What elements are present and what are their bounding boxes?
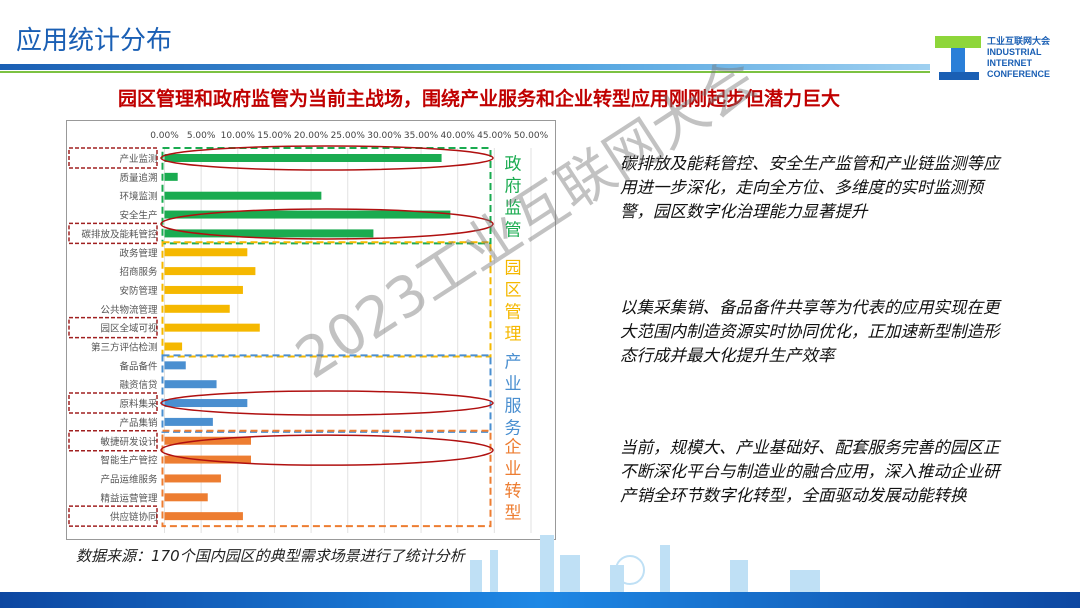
group-label: 管	[505, 302, 522, 322]
group-label: 业	[505, 459, 522, 479]
x-tick-label: 30.00%	[367, 131, 402, 141]
group-label: 府	[505, 177, 522, 197]
title-underline-accent	[0, 71, 930, 73]
logo-t-icon	[935, 36, 981, 80]
logo-cn: 工业互联网大会	[987, 36, 1051, 46]
category-label: 智能生产管控	[100, 455, 158, 467]
group-label: 务	[505, 419, 522, 439]
category-label: 安全生产	[119, 210, 157, 222]
logo-en1: INDUSTRIAL	[987, 47, 1042, 57]
highlight-box	[68, 222, 158, 245]
x-tick-label: 15.00%	[257, 131, 292, 141]
bar	[164, 455, 251, 464]
group-box	[161, 429, 492, 528]
bar	[164, 172, 178, 181]
group-label: 理	[505, 324, 522, 344]
highlight-ellipse	[160, 208, 494, 240]
group-label: 企	[505, 437, 522, 457]
group-box	[161, 354, 492, 433]
x-tick-label: 0.00%	[150, 131, 179, 141]
bar-chart: 0.00% 5.00% 10.00% 15.00% 20.00% 25.00% 30.00%…	[68, 131, 549, 533]
bar	[164, 210, 451, 219]
x-tick-label: 45.00%	[477, 131, 512, 141]
category-label: 备品备件	[119, 360, 158, 372]
logo-en3: CONFERENCE	[987, 69, 1051, 79]
bar	[164, 229, 374, 238]
group-label: 区	[505, 280, 522, 300]
conference-logo: 工业互联网大会 INDUSTRIAL INTERNET CONFERENCE	[935, 36, 1075, 82]
chart-container: 0.00% 5.00% 10.00% 15.00% 20.00% 25.00% 30.00%…	[66, 120, 556, 540]
category-label: 精益运营管理	[100, 492, 158, 504]
group-label: 管	[505, 221, 522, 241]
category-label: 政务管理	[119, 247, 158, 259]
group-label: 产	[505, 353, 522, 373]
highlight-box	[68, 147, 158, 169]
page-title: 应用统计分布	[16, 26, 173, 56]
group-label: 型	[505, 503, 522, 523]
city-skyline-decoration	[470, 535, 820, 600]
group-label: 政	[505, 155, 522, 175]
highlight-box	[68, 505, 158, 527]
group-box	[161, 241, 492, 358]
group-label: 服	[505, 397, 522, 417]
category-label: 第三方评估检测	[91, 342, 158, 354]
highlight-ellipse	[160, 434, 494, 466]
category-label: 碳排放及能耗管控	[81, 228, 158, 240]
bar	[164, 512, 243, 521]
category-label: 招商服务	[119, 266, 158, 278]
bar	[164, 380, 217, 389]
headline: 园区管理和政府监管为当前主战场，围绕产业服务和企业转型应用刚刚起步但潜力巨大	[118, 88, 841, 110]
side-text-3: 当前，规模大、产业基础好、配套服务完善的园区正不断深化平台与制造业的融合应用，深…	[620, 438, 1000, 505]
x-tick-label: 5.00%	[187, 131, 216, 141]
bar	[164, 304, 230, 313]
category-label: 敏捷研发设计	[100, 436, 158, 448]
side-text-1: 碳排放及能耗管控、安全生产监管和产业链监测等应用进一步深化，走向全方位、多维度的…	[620, 154, 1000, 221]
x-tick-label: 50.00%	[514, 131, 549, 141]
bar	[164, 154, 442, 162]
category-label: 供应链协同	[110, 511, 158, 523]
side-text-2: 以集采集销、备品备件共享等为代表的应用实现在更大范围内制造资源实时协同优化，正加…	[620, 298, 1000, 365]
bar	[164, 361, 186, 370]
x-tick-label: 20.00%	[294, 131, 329, 141]
highlight-box	[68, 392, 158, 414]
highlight-ellipse	[160, 390, 494, 416]
category-label: 融资信贷	[119, 379, 157, 391]
category-label: 质量追溯	[119, 172, 157, 184]
bar	[164, 493, 208, 502]
bar	[164, 399, 248, 408]
x-tick-label: 25.00%	[331, 131, 366, 141]
bar	[164, 248, 248, 257]
category-label: 产业监测	[119, 153, 157, 165]
group-label: 转	[505, 481, 522, 501]
x-tick-label: 10.00%	[221, 131, 256, 141]
category-label: 公共物流管理	[100, 304, 158, 316]
bar	[164, 342, 183, 351]
category-label: 产品运维服务	[100, 473, 158, 485]
footer-bar	[0, 592, 1080, 608]
bar	[164, 474, 221, 483]
bar	[164, 285, 243, 294]
data-source-note: 数据来源：170个国内园区的典型需求场景进行了统计分析	[76, 547, 465, 565]
bar	[164, 323, 260, 332]
x-tick-label: 40.00%	[441, 131, 476, 141]
bar	[164, 191, 322, 200]
bar	[164, 436, 251, 445]
group-box	[161, 147, 492, 245]
category-label: 园区全域可视	[100, 323, 158, 335]
group-label: 业	[505, 375, 522, 395]
x-tick-label: 35.00%	[404, 131, 439, 141]
group-label: 园	[505, 258, 522, 278]
highlight-box	[68, 430, 158, 452]
bar	[164, 267, 256, 276]
title-underline	[0, 64, 930, 70]
group-label: 监	[505, 199, 522, 219]
highlight-ellipse	[160, 145, 494, 171]
category-label: 安防管理	[119, 285, 158, 297]
bar	[164, 417, 213, 426]
category-label: 原料集采	[119, 398, 158, 410]
category-label: 产品集销	[119, 417, 158, 429]
highlight-box	[68, 316, 158, 339]
logo-en2: INTERNET	[987, 58, 1032, 68]
category-label: 环境监测	[119, 191, 157, 203]
